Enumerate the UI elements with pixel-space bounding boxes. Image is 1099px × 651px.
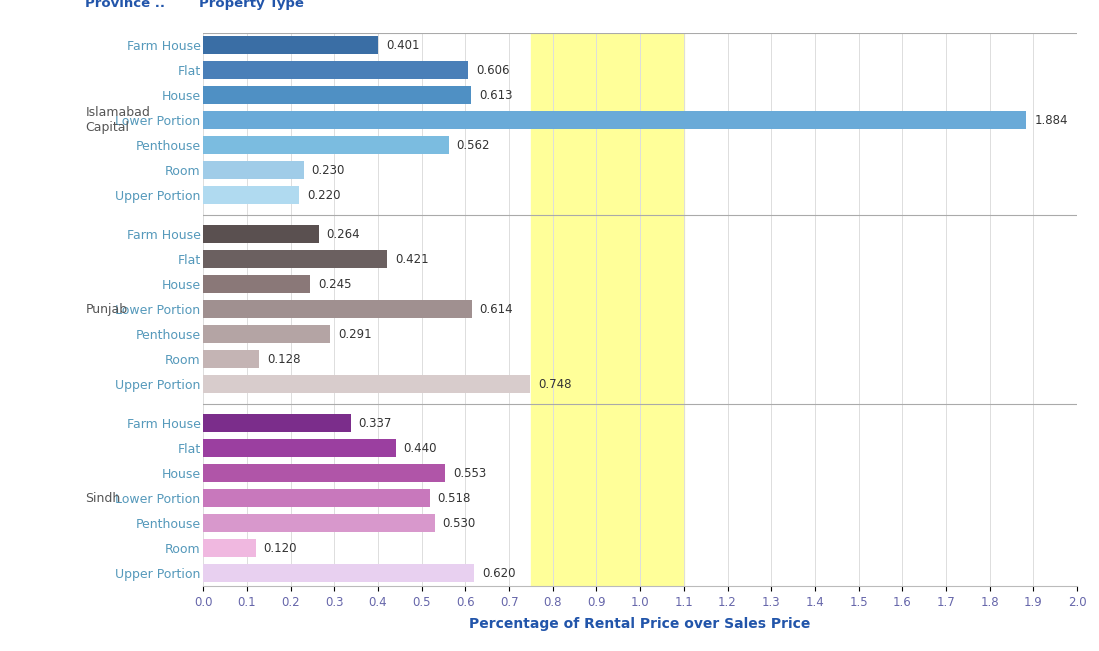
Text: 0.337: 0.337	[358, 417, 391, 430]
Bar	[203, 186, 299, 204]
Text: Islamabad
Capital: Islamabad Capital	[86, 106, 151, 134]
Bar	[203, 225, 319, 243]
Text: 0.518: 0.518	[437, 492, 470, 505]
Text: 0.562: 0.562	[457, 139, 490, 152]
Text: 0.230: 0.230	[312, 164, 345, 177]
Bar	[203, 300, 471, 318]
Bar	[203, 564, 474, 583]
Text: 0.613: 0.613	[479, 89, 512, 102]
Text: 0.401: 0.401	[387, 38, 420, 51]
Bar	[203, 61, 468, 79]
Text: Punjab: Punjab	[86, 303, 127, 316]
Text: 0.128: 0.128	[267, 353, 301, 366]
Text: 0.120: 0.120	[264, 542, 297, 555]
Text: 0.440: 0.440	[403, 441, 437, 454]
Bar	[203, 350, 259, 368]
Text: 0.620: 0.620	[482, 567, 515, 580]
Bar	[203, 161, 303, 179]
Bar	[203, 136, 448, 154]
Bar	[203, 326, 331, 343]
Text: 0.220: 0.220	[308, 189, 341, 202]
Bar	[203, 250, 387, 268]
Text: 0.530: 0.530	[443, 517, 476, 530]
Text: 0.553: 0.553	[453, 467, 486, 480]
Text: 0.291: 0.291	[338, 327, 371, 340]
Bar	[203, 36, 378, 54]
Text: 0.614: 0.614	[479, 303, 513, 316]
Text: 0.245: 0.245	[319, 278, 352, 291]
Bar	[203, 86, 471, 104]
Text: Sindh: Sindh	[86, 492, 121, 505]
Bar	[203, 439, 396, 457]
Text: 0.748: 0.748	[537, 378, 571, 391]
Bar	[203, 464, 445, 482]
Text: Property Type: Property Type	[199, 0, 303, 10]
X-axis label: Percentage of Rental Price over Sales Price: Percentage of Rental Price over Sales Pr…	[469, 617, 811, 631]
Text: 0.606: 0.606	[476, 64, 510, 77]
Bar	[203, 376, 530, 393]
Text: 0.264: 0.264	[326, 228, 360, 241]
Text: 0.421: 0.421	[396, 253, 429, 266]
Text: 1.884: 1.884	[1034, 114, 1068, 127]
Bar	[203, 275, 310, 293]
Bar	[203, 490, 430, 507]
Bar	[203, 514, 435, 533]
Bar	[531, 33, 684, 586]
Bar	[203, 111, 1026, 129]
Bar	[203, 539, 256, 557]
Text: Province ..: Province ..	[86, 0, 165, 10]
Bar	[203, 414, 351, 432]
